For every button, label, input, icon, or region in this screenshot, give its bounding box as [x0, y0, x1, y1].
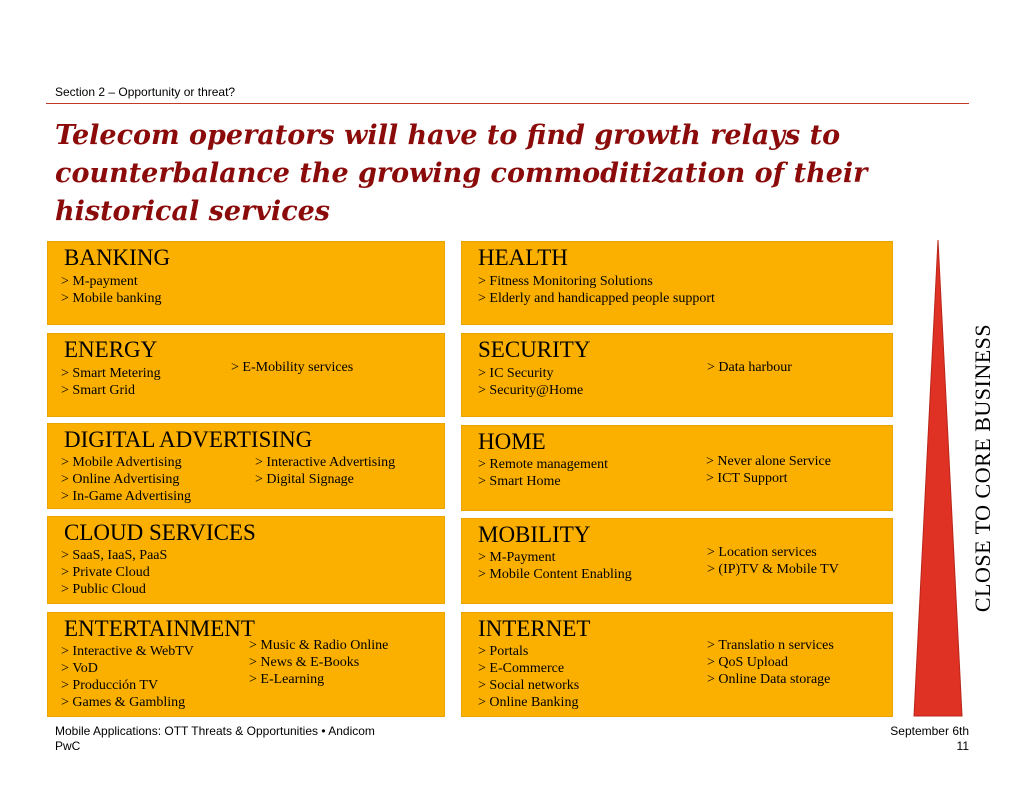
- section-label: Section 2 – Opportunity or threat?: [55, 85, 236, 99]
- box-cloud-services: CLOUD SERVICES SaaS, IaaS, PaaS Private …: [47, 516, 445, 604]
- item-list-secondary: Location services (IP)TV & Mobile TV: [707, 544, 839, 578]
- triangle-shape: [913, 239, 963, 717]
- list-item: Smart Grid: [61, 382, 161, 399]
- list-item: Interactive Advertising: [255, 454, 395, 471]
- box-security: SECURITY IC Security Security@Home Data …: [461, 333, 893, 417]
- footer-event: Mobile Applications: OTT Threats & Oppor…: [55, 724, 375, 738]
- list-item: Music & Radio Online: [249, 637, 388, 654]
- list-item: (IP)TV & Mobile TV: [707, 561, 838, 578]
- item-list-primary: IC Security Security@Home: [478, 365, 583, 399]
- list-item: M-Payment: [478, 549, 632, 566]
- item-list-secondary: Music & Radio Online News & E-Books E-Le…: [249, 637, 388, 688]
- item-list-secondary: Data harbour: [707, 359, 791, 376]
- list-item: Social networks: [478, 677, 579, 694]
- box-title: HOME: [478, 429, 546, 454]
- item-list-primary: Mobile Advertising Online Advertising In…: [61, 454, 191, 505]
- footer-company: PwC: [55, 739, 81, 753]
- box-health: HEALTH Fitness Monitoring Solutions Elde…: [461, 241, 893, 325]
- footer-date: September 6th: [890, 724, 969, 738]
- list-item: QoS Upload: [707, 654, 834, 671]
- list-item: Fitness Monitoring Solutions: [478, 273, 715, 290]
- box-title: SECURITY: [478, 337, 591, 362]
- item-list-primary: SaaS, IaaS, PaaS Private Cloud Public Cl…: [61, 547, 167, 598]
- list-item: Digital Signage: [255, 471, 395, 488]
- list-item: Never alone Service: [706, 453, 831, 470]
- page-title: Telecom operators will have to find grow…: [55, 120, 868, 227]
- list-item: SaaS, IaaS, PaaS: [61, 547, 167, 564]
- header-divider: [46, 103, 969, 104]
- box-title: BANKING: [64, 245, 171, 270]
- list-item: M-payment: [61, 273, 161, 290]
- side-label: CLOSE TO CORE BUSINESS: [970, 323, 995, 613]
- box-banking: BANKING M-payment Mobile banking: [47, 241, 445, 325]
- box-mobility: MOBILITY M-Payment Mobile Content Enabli…: [461, 518, 893, 604]
- box-entertainment: ENTERTAINMENT Interactive & WebTV VoD Pr…: [47, 612, 445, 717]
- list-item: Online Banking: [478, 694, 579, 711]
- item-list-secondary: Never alone Service ICT Support: [706, 453, 831, 487]
- list-item: Games & Gambling: [61, 694, 194, 711]
- item-list-primary: Smart Metering Smart Grid: [61, 365, 161, 399]
- list-item: IC Security: [478, 365, 583, 382]
- footer-right: September 6th 11: [890, 724, 969, 754]
- item-list-primary: Fitness Monitoring Solutions Elderly and…: [478, 273, 715, 307]
- item-list-primary: Interactive & WebTV VoD Producción TV Ga…: [61, 643, 194, 711]
- list-item: E-Learning: [249, 671, 388, 688]
- list-item: Data harbour: [707, 359, 791, 376]
- box-home: HOME Remote management Smart Home Never …: [461, 425, 893, 511]
- item-list-primary: Remote management Smart Home: [478, 456, 608, 490]
- list-item: Security@Home: [478, 382, 583, 399]
- box-title: CLOUD SERVICES: [64, 520, 256, 545]
- list-item: Smart Metering: [61, 365, 160, 382]
- list-item: Mobile banking: [61, 290, 161, 307]
- list-item: News & E-Books: [249, 654, 388, 671]
- list-item: Translatio n services: [707, 637, 833, 654]
- box-title: HEALTH: [478, 245, 568, 270]
- list-item: Public Cloud: [61, 581, 167, 598]
- list-item: Mobile Advertising: [61, 454, 191, 471]
- item-list-secondary: Translatio n services QoS Upload Online …: [707, 637, 834, 688]
- list-item: Online Advertising: [61, 471, 191, 488]
- list-item: Interactive & WebTV: [61, 643, 193, 660]
- list-item: Mobile Content Enabling: [478, 566, 631, 583]
- item-list-primary: M-payment Mobile banking: [61, 273, 161, 307]
- box-title: INTERNET: [478, 616, 591, 641]
- box-energy: ENERGY Smart Metering Smart Grid E-Mobil…: [47, 333, 445, 417]
- list-item: Online Data storage: [707, 671, 834, 688]
- list-item: Private Cloud: [61, 564, 167, 581]
- list-item: Portals: [478, 643, 579, 660]
- box-title: DIGITAL ADVERTISING: [64, 427, 313, 452]
- box-title: ENTERTAINMENT: [64, 616, 255, 641]
- list-item: Elderly and handicapped people support: [478, 290, 714, 307]
- list-item: Producción TV: [61, 677, 194, 694]
- list-item: Location services: [707, 544, 839, 561]
- item-list-secondary: Interactive Advertising Digital Signage: [255, 454, 395, 488]
- box-internet: INTERNET Portals E-Commerce Social netwo…: [461, 612, 893, 717]
- page-number: 11: [956, 739, 969, 753]
- list-item: Remote management: [478, 456, 608, 473]
- list-item: ICT Support: [706, 470, 831, 487]
- list-item: E-Commerce: [478, 660, 579, 677]
- core-business-triangle: [913, 239, 963, 717]
- box-title: MOBILITY: [478, 522, 591, 547]
- list-item: VoD: [61, 660, 194, 677]
- box-title: ENERGY: [64, 337, 158, 362]
- footer-left: Mobile Applications: OTT Threats & Oppor…: [55, 724, 375, 754]
- item-list-secondary: E-Mobility services: [231, 359, 353, 376]
- box-digital-advertising: DIGITAL ADVERTISING Mobile Advertising O…: [47, 423, 445, 509]
- item-list-primary: M-Payment Mobile Content Enabling: [478, 549, 632, 583]
- list-item: In-Game Advertising: [61, 488, 191, 505]
- list-item: E-Mobility services: [231, 359, 353, 376]
- list-item: Smart Home: [478, 473, 608, 490]
- item-list-primary: Portals E-Commerce Social networks Onlin…: [478, 643, 579, 711]
